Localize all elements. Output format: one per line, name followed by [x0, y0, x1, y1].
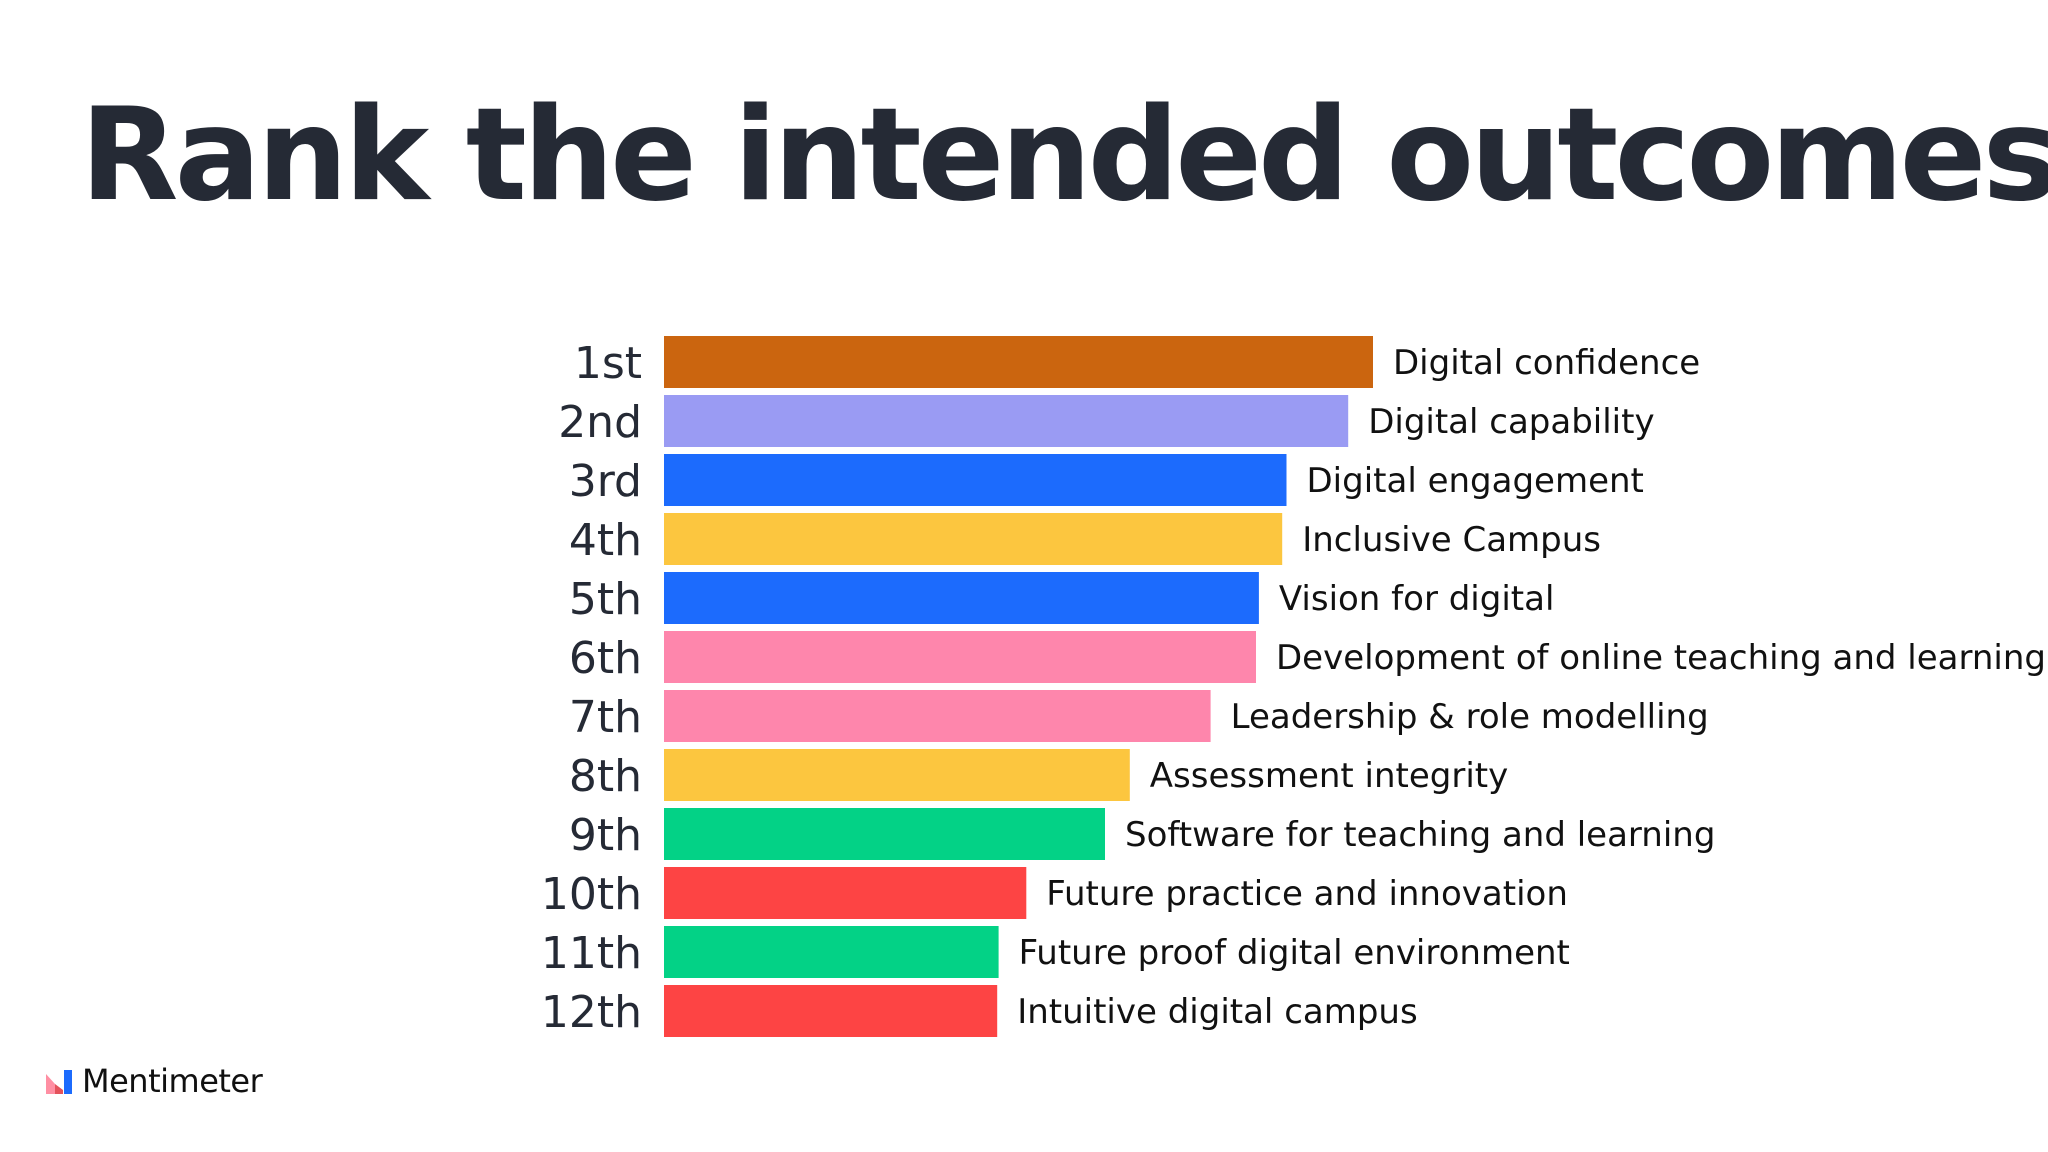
bar-5 [664, 572, 1259, 624]
category-label-6: Development of online teaching and learn… [1276, 638, 2046, 678]
bar-4 [664, 513, 1283, 565]
rank-label-11: 11th [541, 928, 642, 979]
rank-label-4: 4th [569, 515, 642, 566]
bar-12 [664, 985, 998, 1037]
category-label-11: Future proof digital environment [1019, 933, 1570, 973]
rank-label-10: 10th [541, 869, 642, 920]
category-label-10: Future practice and innovation [1046, 874, 1568, 914]
brand: Mentimeter [44, 1062, 263, 1100]
category-label-5: Vision for digital [1279, 579, 1555, 619]
rank-label-5: 5th [569, 574, 642, 625]
category-label-4: Inclusive Campus [1302, 520, 1601, 560]
rank-label-3: 3rd [569, 456, 642, 507]
bar-6 [664, 631, 1256, 683]
bar-10 [664, 867, 1027, 919]
rank-label-2: 2nd [558, 397, 642, 448]
category-label-2: Digital capability [1368, 402, 1654, 442]
bar-3 [664, 454, 1287, 506]
category-label-9: Software for teaching and learning [1125, 815, 1715, 855]
category-label-12: Intuitive digital campus [1017, 992, 1417, 1032]
category-label-8: Assessment integrity [1150, 756, 1508, 796]
rank-label-12: 12th [541, 987, 642, 1038]
bar-7 [664, 690, 1211, 742]
bar-1 [664, 336, 1373, 388]
category-label-7: Leadership & role modelling [1231, 697, 1709, 737]
category-label-3: Digital engagement [1307, 461, 1644, 501]
bar-9 [664, 808, 1105, 860]
brand-name: Mentimeter [82, 1062, 263, 1100]
mentimeter-logo-icon [46, 1070, 72, 1094]
rank-label-1: 1st [574, 338, 642, 389]
rank-label-6: 6th [569, 633, 642, 684]
bar-2 [664, 395, 1349, 447]
bar-11 [664, 926, 999, 978]
rank-label-7: 7th [569, 692, 642, 743]
rank-label-8: 8th [569, 751, 642, 802]
rank-label-9: 9th [569, 810, 642, 861]
category-label-1: Digital confidence [1393, 343, 1700, 383]
bar-8 [664, 749, 1130, 801]
slide-title: Rank the intended outcomes [80, 81, 2048, 230]
